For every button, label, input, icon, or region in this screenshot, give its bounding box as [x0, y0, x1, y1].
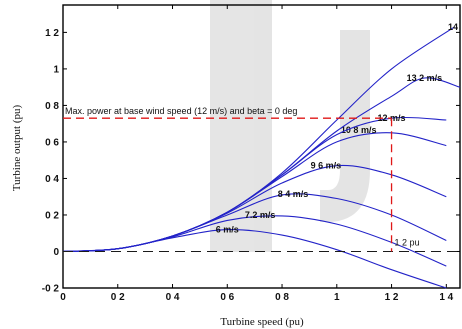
y-axis-label: Turbine output (pu) [11, 104, 23, 191]
series-label: 10 8 m/s [341, 125, 377, 135]
y-tick-label: 0 [53, 247, 59, 258]
series-label: 13 2 m/s [407, 73, 443, 83]
annotations: Max. power at base wind speed (12 m/s) a… [63, 106, 460, 252]
y-tick-label: 0 2 [45, 210, 59, 221]
series-label: 8 4 m/s [278, 189, 309, 199]
point-label: 1 2 pu [395, 237, 420, 247]
y-tick-label: 1 [53, 64, 59, 75]
x-tick-label: 0 8 [275, 292, 289, 303]
x-tick-label: 1 [334, 292, 340, 303]
max-power-text: Max. power at base wind speed (12 m/s) a… [65, 106, 297, 116]
y-tick-label: -0 2 [42, 284, 60, 295]
x-axis-label: Turbine speed (pu) [220, 316, 304, 328]
x-tick-label: 0 2 [111, 292, 125, 303]
y-tick-label: 0 8 [45, 101, 59, 112]
series-label: 6 m/s [216, 225, 239, 235]
x-tick-label: 1 2 [385, 292, 399, 303]
plot-frame [62, 4, 461, 289]
y-tick-label: 1 2 [45, 28, 59, 39]
x-tick-label: 1 4 [439, 292, 453, 303]
x-tick-label: 0 [60, 292, 66, 303]
series-line [62, 26, 455, 253]
y-tick-label: 0 6 [45, 137, 59, 148]
series-label: 7.2 m/s [245, 210, 276, 220]
series-label: 9 6 m/s [311, 161, 342, 171]
series-label: 14 [448, 22, 458, 32]
watermark [210, 0, 370, 252]
x-tick-label: 0 6 [220, 292, 234, 303]
x-tick-label: 0 4 [166, 292, 180, 303]
y-tick-label: 0 4 [45, 174, 59, 185]
